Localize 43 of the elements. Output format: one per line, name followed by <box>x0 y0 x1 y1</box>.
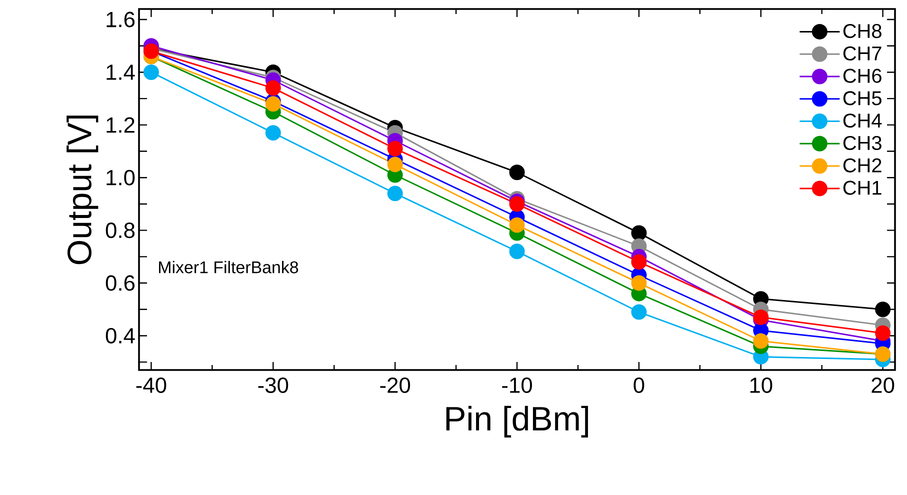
point <box>265 96 281 112</box>
y-tick-label: 1.6 <box>106 12 135 28</box>
point <box>631 304 647 320</box>
point <box>875 325 891 341</box>
point <box>753 310 769 326</box>
x-axis-title: Pin [dBm] <box>446 406 588 438</box>
x-tick-label: 20 <box>872 377 894 394</box>
x-tick-label: -10 <box>502 377 532 394</box>
legend-label: CH4 <box>843 114 882 128</box>
x-tick-label: 10 <box>750 377 772 394</box>
point <box>265 125 281 141</box>
point <box>509 244 525 260</box>
legend-label: CH2 <box>843 158 882 172</box>
point <box>753 333 769 349</box>
point <box>387 186 403 202</box>
y-tick-label: 1.0 <box>106 170 135 186</box>
annotation: Mixer1 FilterBank8 <box>159 260 298 274</box>
y-axis-title: Output [V] <box>66 116 98 264</box>
point <box>509 164 525 180</box>
legend-label: CH5 <box>843 91 882 106</box>
y-tick-label: 1.4 <box>106 64 135 80</box>
point <box>265 80 281 96</box>
y-tick-label: 0.8 <box>106 222 135 238</box>
point <box>509 217 525 233</box>
point <box>631 225 647 241</box>
legend-label: CH6 <box>843 68 882 83</box>
y-tick-label: 0.4 <box>106 328 135 344</box>
legend-label: CH8 <box>843 24 882 38</box>
point <box>631 254 647 270</box>
y-tick-label: 0.6 <box>106 275 135 291</box>
point <box>875 302 891 318</box>
legend-label: CH3 <box>843 136 882 150</box>
legend-label: CH1 <box>843 180 882 195</box>
point <box>631 275 647 291</box>
x-tick-label: 0 <box>634 377 644 394</box>
legend-label: CH7 <box>843 46 882 60</box>
x-tick-label: -20 <box>380 377 410 394</box>
x-tick-label: -30 <box>258 377 288 394</box>
x-tick-label: -40 <box>136 377 166 394</box>
point <box>387 140 403 156</box>
point <box>143 64 159 80</box>
point <box>387 156 403 172</box>
y-tick-label: 1.2 <box>106 117 134 133</box>
